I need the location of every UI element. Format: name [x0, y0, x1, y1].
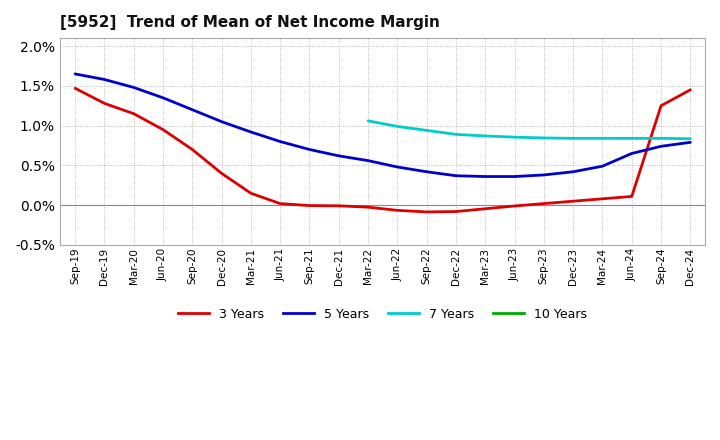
5 Years: [510, 174, 519, 179]
3 Years: [188, 147, 197, 152]
3 Years: [100, 101, 109, 106]
5 Years: [657, 144, 665, 149]
5 Years: [71, 71, 79, 77]
3 Years: [305, 203, 314, 208]
3 Years: [276, 201, 284, 206]
7 Years: [627, 136, 636, 141]
7 Years: [510, 135, 519, 140]
3 Years: [71, 86, 79, 91]
Text: [5952]  Trend of Mean of Net Income Margin: [5952] Trend of Mean of Net Income Margi…: [60, 15, 441, 30]
5 Years: [569, 169, 577, 174]
5 Years: [158, 95, 167, 100]
5 Years: [539, 172, 548, 178]
5 Years: [246, 129, 255, 135]
5 Years: [423, 169, 431, 174]
5 Years: [364, 158, 372, 163]
7 Years: [657, 136, 665, 141]
5 Years: [100, 77, 109, 82]
Line: 3 Years: 3 Years: [75, 88, 690, 212]
3 Years: [569, 198, 577, 204]
3 Years: [657, 103, 665, 108]
3 Years: [158, 127, 167, 132]
7 Years: [539, 136, 548, 141]
3 Years: [246, 191, 255, 196]
7 Years: [364, 118, 372, 124]
7 Years: [569, 136, 577, 141]
3 Years: [539, 201, 548, 206]
3 Years: [451, 209, 460, 214]
7 Years: [686, 136, 695, 141]
3 Years: [423, 209, 431, 215]
5 Years: [217, 119, 226, 124]
3 Years: [510, 203, 519, 209]
5 Years: [686, 139, 695, 145]
5 Years: [130, 85, 138, 90]
5 Years: [451, 173, 460, 178]
3 Years: [335, 203, 343, 209]
3 Years: [130, 111, 138, 116]
5 Years: [481, 174, 490, 179]
5 Years: [627, 151, 636, 156]
3 Years: [627, 194, 636, 199]
5 Years: [305, 147, 314, 152]
5 Years: [276, 139, 284, 144]
3 Years: [364, 205, 372, 210]
7 Years: [598, 136, 607, 141]
7 Years: [451, 132, 460, 137]
Line: 5 Years: 5 Years: [75, 74, 690, 176]
5 Years: [335, 153, 343, 158]
Line: 7 Years: 7 Years: [368, 121, 690, 139]
5 Years: [393, 165, 402, 170]
3 Years: [686, 87, 695, 92]
5 Years: [598, 164, 607, 169]
5 Years: [188, 107, 197, 112]
7 Years: [481, 133, 490, 139]
3 Years: [217, 171, 226, 176]
3 Years: [393, 208, 402, 213]
7 Years: [393, 124, 402, 129]
3 Years: [598, 196, 607, 202]
3 Years: [481, 206, 490, 211]
7 Years: [423, 128, 431, 133]
Legend: 3 Years, 5 Years, 7 Years, 10 Years: 3 Years, 5 Years, 7 Years, 10 Years: [173, 303, 593, 326]
